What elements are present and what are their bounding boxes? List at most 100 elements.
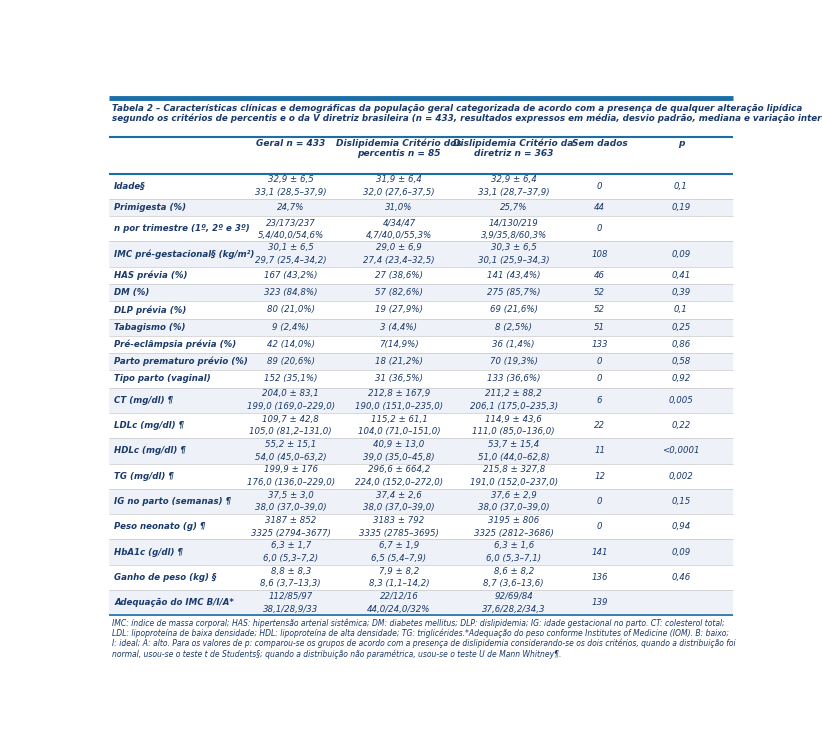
Text: 32,9 ± 6,4: 32,9 ± 6,4 — [491, 176, 537, 185]
Text: IG no parto (semanas) ¶: IG no parto (semanas) ¶ — [114, 497, 231, 506]
Text: 0,1: 0,1 — [674, 306, 688, 314]
Text: 31,0%: 31,0% — [386, 203, 413, 212]
Text: 7(14,9%): 7(14,9%) — [379, 340, 419, 349]
Text: 0,19: 0,19 — [672, 203, 690, 212]
Text: 0,92: 0,92 — [672, 374, 690, 383]
Bar — [109, 199, 733, 216]
Text: 22: 22 — [594, 421, 605, 430]
Text: 53,7 ± 15,4: 53,7 ± 15,4 — [488, 440, 539, 449]
Text: normal, usou-se o teste t de Students§; quando a distribuição não paramétrica, u: normal, usou-se o teste t de Students§; … — [113, 649, 561, 659]
Text: 19 (27,9%): 19 (27,9%) — [375, 306, 423, 314]
Text: 44: 44 — [594, 203, 605, 212]
Text: 40,9 ± 13,0: 40,9 ± 13,0 — [373, 440, 425, 449]
Text: 3187 ± 852: 3187 ± 852 — [265, 516, 316, 525]
Text: Sem dados: Sem dados — [572, 138, 627, 147]
Text: 33,1 (28,7–37,9): 33,1 (28,7–37,9) — [478, 188, 549, 197]
Bar — [109, 590, 733, 616]
Text: 108: 108 — [591, 249, 608, 258]
Text: 3183 ± 792: 3183 ± 792 — [373, 516, 425, 525]
Text: 54,0 (45,0–63,2): 54,0 (45,0–63,2) — [255, 453, 326, 462]
Text: 112/85/97: 112/85/97 — [269, 592, 313, 601]
Text: <0,0001: <0,0001 — [663, 447, 700, 456]
Text: 39,0 (35,0–45,8): 39,0 (35,0–45,8) — [363, 453, 435, 462]
Text: 199,9 ± 176: 199,9 ± 176 — [264, 465, 317, 474]
Text: 0,58: 0,58 — [672, 357, 690, 366]
Text: 0: 0 — [597, 357, 603, 366]
Text: 176,0 (136,0–229,0): 176,0 (136,0–229,0) — [247, 478, 335, 487]
Text: Dislipidemia Critério dos
percentis n = 85: Dislipidemia Critério dos percentis n = … — [336, 138, 462, 158]
Text: 57 (82,6%): 57 (82,6%) — [375, 288, 423, 297]
Text: CT (mg/dl) ¶: CT (mg/dl) ¶ — [114, 396, 173, 405]
Text: 141: 141 — [591, 548, 608, 557]
Text: 38,0 (37,0–39,0): 38,0 (37,0–39,0) — [478, 503, 549, 512]
Text: 38,0 (37,0–39,0): 38,0 (37,0–39,0) — [255, 503, 326, 512]
Text: 133: 133 — [591, 340, 608, 349]
Text: 0: 0 — [597, 224, 603, 233]
Text: 224,0 (152,0–272,0): 224,0 (152,0–272,0) — [355, 478, 443, 487]
Text: Tabela 2 – Características clínicas e demográficas da população geral categoriza: Tabela 2 – Características clínicas e de… — [113, 104, 802, 113]
Text: 89 (20,6%): 89 (20,6%) — [266, 357, 315, 366]
Text: 23/173/237: 23/173/237 — [266, 218, 316, 227]
Text: 14/130/219: 14/130/219 — [489, 218, 538, 227]
Text: LDL: lipoproteína de baixa densidade; HDL: lipoproteína de alta densidade; TG: t: LDL: lipoproteína de baixa densidade; HD… — [113, 628, 729, 638]
Text: 25,7%: 25,7% — [500, 203, 528, 212]
Text: 114,9 ± 43,6: 114,9 ± 43,6 — [485, 415, 542, 424]
Text: 0,86: 0,86 — [672, 340, 690, 349]
Text: 0,09: 0,09 — [672, 249, 690, 258]
Text: 0,94: 0,94 — [672, 522, 690, 531]
Text: 37,5 ± 3,0: 37,5 ± 3,0 — [268, 491, 313, 500]
Text: 3335 (2785–3695): 3335 (2785–3695) — [359, 529, 439, 538]
Text: 27,4 (23,4–32,5): 27,4 (23,4–32,5) — [363, 256, 435, 265]
Text: IMC pré-gestacional§ (kg/m²): IMC pré-gestacional§ (kg/m²) — [114, 249, 255, 259]
Text: 3195 ± 806: 3195 ± 806 — [488, 516, 539, 525]
Text: 29,0 ± 6,9: 29,0 ± 6,9 — [376, 244, 422, 252]
Bar — [109, 318, 733, 336]
Text: 5,4/40,0/54,6%: 5,4/40,0/54,6% — [257, 231, 324, 240]
Text: 8,3 (1,1–14,2): 8,3 (1,1–14,2) — [368, 579, 429, 588]
Text: 31 (36,5%): 31 (36,5%) — [375, 374, 423, 383]
Text: 191,0 (152,0–237,0): 191,0 (152,0–237,0) — [469, 478, 557, 487]
Text: Peso neonato (g) ¶: Peso neonato (g) ¶ — [114, 522, 206, 531]
Text: 30,1 (25,9–34,3): 30,1 (25,9–34,3) — [478, 256, 549, 265]
Text: 212,8 ± 167,9: 212,8 ± 167,9 — [368, 389, 430, 398]
Text: 69 (21,6%): 69 (21,6%) — [490, 306, 538, 314]
Text: 80 (21,0%): 80 (21,0%) — [266, 306, 315, 314]
Bar — [109, 241, 733, 267]
Bar — [109, 539, 733, 565]
Text: 6,3 ± 1,6: 6,3 ± 1,6 — [493, 542, 533, 551]
Text: p: p — [677, 138, 684, 147]
Text: 52: 52 — [594, 306, 605, 314]
Text: 3,9/35,8/60,3%: 3,9/35,8/60,3% — [481, 231, 547, 240]
Text: TG (mg/dl) ¶: TG (mg/dl) ¶ — [114, 471, 174, 480]
Text: 104,0 (71,0–151,0): 104,0 (71,0–151,0) — [358, 427, 441, 436]
Text: 42 (14,0%): 42 (14,0%) — [266, 340, 315, 349]
Text: HDLc (mg/dl) ¶: HDLc (mg/dl) ¶ — [114, 447, 186, 456]
Text: 0,1: 0,1 — [674, 182, 688, 190]
Text: 105,0 (81,2–131,0): 105,0 (81,2–131,0) — [249, 427, 332, 436]
Text: 32,0 (27,6–37,5): 32,0 (27,6–37,5) — [363, 188, 435, 197]
Text: 7,9 ± 8,2: 7,9 ± 8,2 — [379, 566, 419, 576]
Text: LDLc (mg/dl) ¶: LDLc (mg/dl) ¶ — [114, 421, 184, 430]
Text: 3325 (2794–3677): 3325 (2794–3677) — [251, 529, 330, 538]
Text: 6,0 (5,3–7,1): 6,0 (5,3–7,1) — [486, 554, 541, 563]
Text: DM (%): DM (%) — [114, 288, 150, 297]
Text: 24,7%: 24,7% — [277, 203, 304, 212]
Text: 12: 12 — [594, 471, 605, 480]
Text: 55,2 ± 15,1: 55,2 ± 15,1 — [265, 440, 316, 449]
Text: 22/12/16: 22/12/16 — [380, 592, 418, 601]
Text: 30,3 ± 6,5: 30,3 ± 6,5 — [491, 244, 537, 252]
Text: 167 (43,2%): 167 (43,2%) — [264, 271, 317, 280]
Text: 296,6 ± 664,2: 296,6 ± 664,2 — [368, 465, 430, 474]
Text: 46: 46 — [594, 271, 605, 280]
Text: 8 (2,5%): 8 (2,5%) — [495, 323, 532, 332]
Text: Primigesta (%): Primigesta (%) — [114, 203, 187, 212]
Text: 115,2 ± 61,1: 115,2 ± 61,1 — [371, 415, 427, 424]
Text: 11: 11 — [594, 447, 605, 456]
Text: 29,7 (25,4–34,2): 29,7 (25,4–34,2) — [255, 256, 326, 265]
Text: segundo os critérios de percentis e o da V diretriz brasileira (n = 433, resulta: segundo os critérios de percentis e o da… — [113, 114, 822, 123]
Text: 6,0 (5,3–7,2): 6,0 (5,3–7,2) — [263, 554, 318, 563]
Text: 37,6 ± 2,9: 37,6 ± 2,9 — [491, 491, 537, 500]
Text: 211,2 ± 88,2: 211,2 ± 88,2 — [485, 389, 542, 398]
Text: 0,41: 0,41 — [672, 271, 690, 280]
Text: DLP prévia (%): DLP prévia (%) — [114, 306, 187, 314]
